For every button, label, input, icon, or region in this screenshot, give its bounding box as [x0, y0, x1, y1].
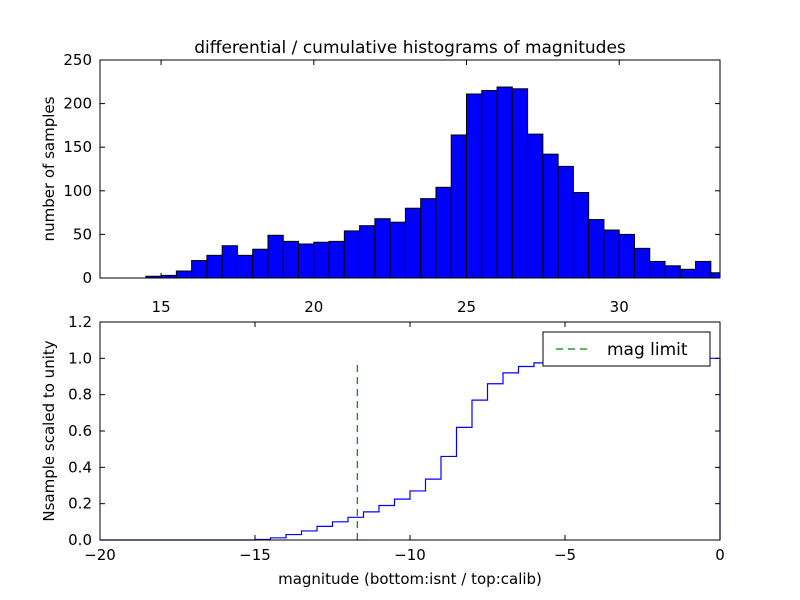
top-plot-frame [99, 59, 721, 279]
histogram-bar-5 [221, 245, 238, 278]
histogram-bar-3 [191, 260, 208, 278]
histogram-bar-21 [466, 93, 483, 278]
histogram-bars [145, 86, 800, 278]
histogram-bar-12 [328, 240, 345, 278]
histogram-bar-25 [527, 133, 544, 278]
histogram-bar-18 [420, 198, 437, 278]
histogram-bar-35 [679, 268, 697, 278]
histogram-bar-9 [282, 240, 300, 278]
histogram-bar-28 [572, 192, 590, 278]
histogram-bar-4 [206, 254, 223, 278]
bottom-y-tick-label: 0.6 [68, 422, 92, 440]
histogram-bar-32 [633, 247, 651, 278]
top-y-tick-label: 250 [63, 51, 92, 69]
histogram-bar-30 [603, 229, 620, 278]
histogram-bar-38 [726, 273, 741, 278]
top-x-tick-label: 25 [457, 298, 476, 316]
top-y-tick-label: 0 [82, 269, 92, 287]
bottom-y-tick-label: 0.2 [68, 495, 92, 513]
top-x-tick-label: 20 [304, 298, 323, 316]
bottom-x-axis-label: magnitude (bottom:isnt / top:calib) [278, 570, 542, 588]
histogram-bar-26 [542, 153, 559, 278]
histogram-bar-6 [236, 254, 254, 278]
histogram-bar-24 [511, 88, 529, 278]
top-axes: 0 50 100 150 200 250 15 20 25 30 [63, 51, 720, 316]
histogram-bar-10 [298, 243, 315, 278]
bottom-y-tick-label: 0.8 [68, 386, 92, 404]
histogram-bar-11 [313, 241, 330, 278]
top-y-tick-label: 100 [63, 182, 92, 200]
histogram-bar-15 [374, 218, 391, 278]
bottom-y-tick-label: 1.2 [68, 313, 92, 331]
bottom-y-tick-label: 0.0 [68, 531, 92, 549]
top-x-tick-label: 30 [610, 298, 629, 316]
histogram-bar-16 [389, 221, 406, 278]
bottom-x-tick-label: 0 [715, 546, 725, 564]
cumulative-panel: Nsample scaled to unity magnitude (botto… [40, 313, 725, 588]
bottom-x-tick-label: −15 [239, 546, 271, 564]
top-x-tick-label: 15 [152, 298, 171, 316]
cumulative-step-line [100, 357, 721, 541]
cumulative-lines [100, 357, 721, 541]
bottom-y-axis-label: Nsample scaled to unity [40, 340, 58, 521]
histogram-bar-40 [757, 275, 772, 278]
histogram-bar-22 [481, 90, 498, 278]
histogram-bar-37 [710, 272, 720, 278]
histogram-bar-27 [557, 165, 574, 278]
histogram-bar-42 [787, 277, 800, 278]
histogram-bar-17 [404, 207, 422, 278]
histogram-bar-2 [175, 270, 193, 278]
bottom-x-tick-label: −5 [554, 546, 576, 564]
histogram-bar-31 [618, 233, 635, 278]
histogram-bar-33 [649, 260, 666, 278]
bottom-x-tick-label: −10 [394, 546, 426, 564]
histogram-bar-7 [252, 248, 269, 278]
histogram-bar-34 [664, 265, 681, 278]
bottom-y-tick-label: 1.0 [68, 349, 92, 367]
top-y-axis-label: number of samples [40, 96, 58, 241]
legend-label: mag limit [607, 340, 688, 360]
bottom-axes: 0.0 0.2 0.4 0.6 0.8 1.0 1.2 −20 −15 −10 −5 0 [68, 313, 725, 564]
bottom-y-tick-label: 0.4 [68, 458, 92, 476]
legend: mag limit [542, 331, 711, 367]
histogram-bar-14 [359, 225, 376, 278]
bottom-x-tick-label: −20 [84, 546, 116, 564]
histogram-bar-19 [435, 186, 452, 278]
histogram-bar-23 [496, 86, 513, 278]
chart-title: differential / cumulative histograms of … [194, 38, 626, 58]
top-y-tick-label: 150 [63, 138, 92, 156]
histogram-bar-41 [772, 276, 787, 278]
histogram-bar-36 [695, 260, 712, 278]
histogram-bar-20 [450, 134, 468, 278]
histogram-bar-8 [267, 234, 284, 278]
top-y-tick-label: 50 [73, 225, 92, 243]
histogram-panel: differential / cumulative histograms of … [40, 38, 800, 316]
top-y-tick-label: 200 [63, 95, 92, 113]
histogram-bar-29 [588, 219, 605, 278]
histogram-bar-39 [741, 276, 756, 278]
bottom-plot-frame [99, 321, 721, 541]
histogram-bar-13 [343, 230, 361, 278]
